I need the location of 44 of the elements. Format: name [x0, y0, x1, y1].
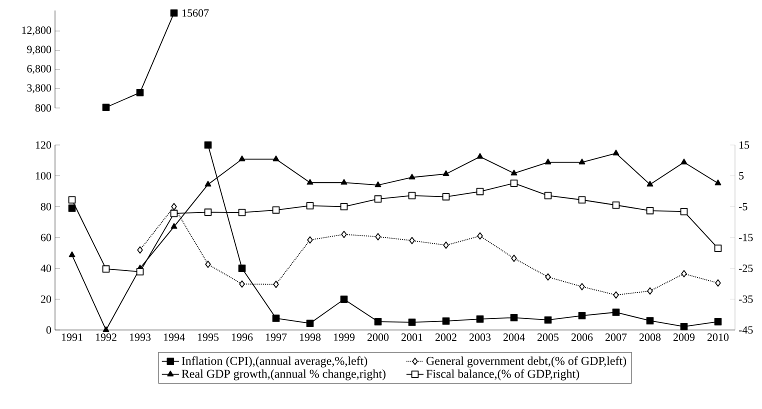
x-tick-label: 2009 — [673, 334, 695, 341]
x-tick-label: 2002 — [435, 334, 456, 341]
legend-label: Inflation (CPI),(annual average,%,left) — [182, 356, 368, 368]
y-tick-label: 9,800 — [27, 46, 52, 55]
legend-label: General government debt,(% of GDP,left) — [426, 356, 626, 368]
data-label: 15607 — [182, 9, 209, 17]
y-tick-label: 40 — [40, 264, 52, 272]
x-tick-label: 1991 — [62, 334, 82, 341]
x-tick-label: 2003 — [469, 334, 491, 341]
y2-tick-label: -15 — [738, 234, 753, 242]
x-tick-label: 1997 — [266, 334, 287, 341]
y-tick-label: 60 — [40, 234, 52, 242]
y2-tick-label: -45 — [738, 326, 753, 334]
legend-label: Fiscal balance,(% of GDP,right) — [426, 369, 580, 380]
x-tick-label: 2008 — [639, 334, 661, 341]
x-tick-label: 1992 — [96, 334, 116, 341]
x-tick-label: 1995 — [198, 334, 219, 341]
x-tick-label: 2000 — [367, 334, 389, 341]
y-tick-label: 3,800 — [27, 84, 52, 94]
x-tick-label: 2004 — [503, 334, 525, 341]
y-tick-label: 120 — [36, 141, 52, 149]
y2-tick-label: -35 — [738, 295, 753, 303]
x-tick-label: 2006 — [571, 334, 593, 341]
y2-tick-label: -5 — [738, 203, 748, 210]
y-tick-label: 100 — [36, 172, 52, 180]
x-tick-label: 2007 — [605, 334, 627, 341]
y-tick-label: 80 — [40, 202, 52, 210]
x-tick-label: 1999 — [334, 334, 355, 341]
y2-tick-label: -25 — [738, 264, 753, 272]
x-tick-label: 1998 — [300, 334, 321, 341]
y-tick-label: 6,800 — [27, 65, 52, 74]
x-tick-label: 1994 — [164, 334, 185, 341]
y-tick-label: 0 — [46, 326, 52, 334]
y2-tick-label: 15 — [740, 141, 750, 149]
x-tick-label: 2010 — [707, 334, 729, 341]
y-tick-label: 12,800 — [22, 26, 52, 36]
legend-label: Real GDP growth,(annual % change,right) — [182, 369, 386, 380]
y-tick-label: 800 — [35, 104, 52, 112]
x-tick-label: 2005 — [537, 334, 559, 341]
y-tick-label: 20 — [40, 295, 52, 303]
x-tick-label: 1996 — [232, 334, 253, 341]
y2-tick-label: 5 — [739, 172, 744, 180]
x-tick-label: 1993 — [130, 334, 151, 341]
x-tick-label: 2001 — [401, 334, 422, 341]
